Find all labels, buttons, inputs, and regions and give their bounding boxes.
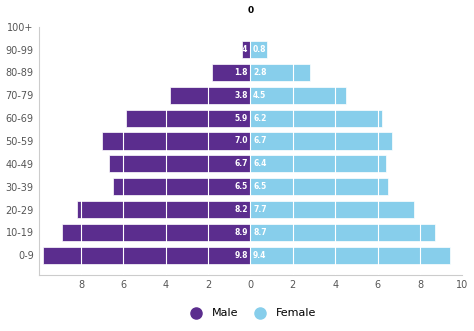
Text: 0.8: 0.8 <box>253 45 266 54</box>
Text: 0.4: 0.4 <box>235 45 248 54</box>
Bar <box>62 224 250 241</box>
Text: 8.7: 8.7 <box>253 228 267 237</box>
Bar <box>109 155 250 172</box>
Bar <box>250 224 435 241</box>
Text: 1.8: 1.8 <box>235 68 248 77</box>
Bar <box>250 87 346 104</box>
Text: 7.0: 7.0 <box>235 136 248 146</box>
Bar <box>126 110 250 127</box>
Bar <box>250 132 392 150</box>
Text: 6.5: 6.5 <box>253 182 266 191</box>
Text: 6.4: 6.4 <box>253 159 266 168</box>
Text: 9.8: 9.8 <box>235 251 248 260</box>
Bar <box>250 247 450 264</box>
Bar <box>212 64 250 81</box>
Bar <box>250 41 267 58</box>
Bar <box>250 178 388 195</box>
Text: 5.9: 5.9 <box>235 114 248 123</box>
Bar <box>170 87 250 104</box>
Text: 6.2: 6.2 <box>253 114 266 123</box>
Bar <box>250 110 382 127</box>
Bar <box>102 132 250 150</box>
Text: 6.7: 6.7 <box>253 136 266 146</box>
Bar <box>77 201 250 218</box>
Text: 0: 0 <box>247 6 254 15</box>
Text: 4.5: 4.5 <box>253 91 266 100</box>
Text: 8.9: 8.9 <box>235 228 248 237</box>
Text: 6.5: 6.5 <box>235 182 248 191</box>
Bar <box>242 41 250 58</box>
Bar <box>250 155 386 172</box>
Text: 2.8: 2.8 <box>253 68 266 77</box>
Text: 9.4: 9.4 <box>253 251 266 260</box>
Text: 8.2: 8.2 <box>235 205 248 214</box>
Text: 6.7: 6.7 <box>235 159 248 168</box>
Text: 3.8: 3.8 <box>235 91 248 100</box>
Bar <box>250 201 414 218</box>
Text: 7.7: 7.7 <box>253 205 267 214</box>
Bar <box>43 247 250 264</box>
Bar <box>250 64 310 81</box>
Bar <box>113 178 250 195</box>
Legend: Male, Female: Male, Female <box>179 303 322 324</box>
